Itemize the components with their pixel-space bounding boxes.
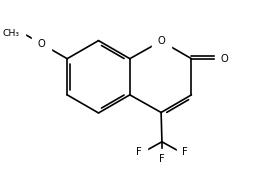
Text: O: O	[157, 36, 165, 46]
Text: F: F	[159, 154, 165, 164]
Text: CH₃: CH₃	[2, 29, 19, 38]
Text: F: F	[136, 146, 141, 157]
Text: O: O	[38, 39, 46, 49]
Text: O: O	[221, 54, 229, 64]
Text: F: F	[182, 146, 188, 157]
